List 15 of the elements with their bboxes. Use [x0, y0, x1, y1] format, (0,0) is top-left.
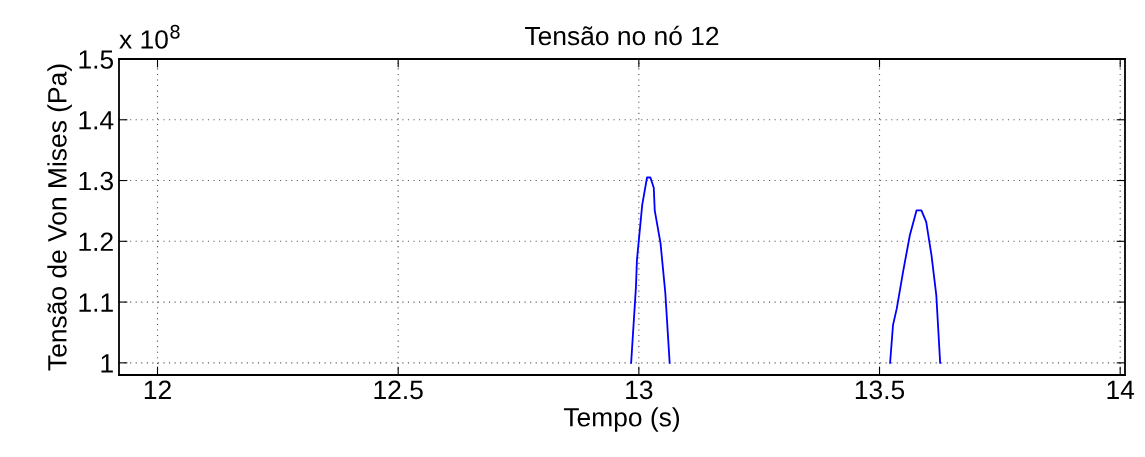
chart-title: Tensão no nó 12 [525, 25, 719, 46]
x-tick-label: 13.5 [855, 380, 905, 400]
x-tick-label: 12.5 [374, 380, 423, 400]
y-axis-title: Tensão de Von Mises (Pa) [47, 64, 72, 371]
y-tick-label: 1.5 [79, 50, 114, 69]
y-tick-label: 1.3 [79, 171, 113, 191]
x-tick-label: 14 [1107, 380, 1135, 399]
x-tick-label: 12 [144, 380, 171, 399]
x-axis-title: Tempo (s) [563, 407, 680, 432]
y-tick-label: 1.4 [79, 111, 114, 130]
y-tick-label: 1.1 [79, 293, 113, 312]
text: x 10$^{8}$ [119, 24, 180, 49]
y-tick-label: 1 [101, 354, 113, 373]
y-tick-label: 1.2 [79, 232, 113, 251]
x-tick-label: 13 [626, 380, 653, 400]
